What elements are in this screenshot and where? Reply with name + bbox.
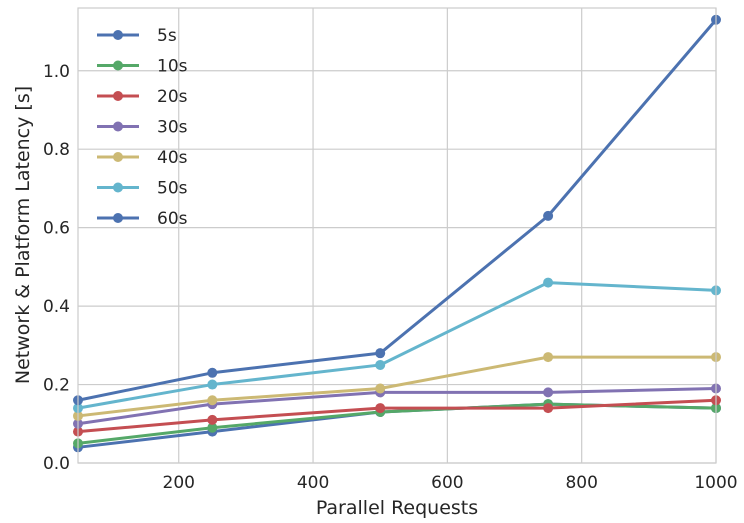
x-tick-label: 1000 bbox=[694, 473, 737, 493]
legend-label: 40s bbox=[157, 148, 188, 168]
legend-swatch-marker bbox=[113, 152, 123, 162]
legend-label: 30s bbox=[157, 118, 188, 138]
legend-swatch-marker bbox=[113, 121, 123, 132]
x-tick-label: 800 bbox=[565, 473, 597, 493]
y-tick-labels: 0.0 0.2 0.4 0.6 0.8 1.0 bbox=[43, 62, 70, 474]
legend-label: 20s bbox=[157, 87, 188, 107]
legend-label: 50s bbox=[157, 179, 188, 199]
y-tick-label: 0.0 bbox=[43, 454, 70, 474]
data-point bbox=[375, 403, 386, 414]
data-point bbox=[543, 352, 554, 363]
y-tick-label: 0.6 bbox=[43, 219, 70, 239]
data-point bbox=[207, 367, 218, 378]
legend-label: 5s bbox=[157, 26, 177, 46]
y-axis-label: Network & Platform Latency [s] bbox=[12, 86, 34, 384]
legend-item: 60s bbox=[97, 209, 188, 229]
legend-label: 60s bbox=[157, 209, 188, 229]
x-tick-label: 600 bbox=[431, 473, 463, 493]
x-tick-label: 200 bbox=[163, 473, 195, 493]
legend: 5s 10s 20s 30s 40s 50s 60s bbox=[97, 26, 188, 229]
legend-swatch-marker bbox=[113, 213, 123, 223]
data-point bbox=[543, 277, 554, 288]
legend-item: 50s bbox=[97, 179, 188, 199]
y-tick-label: 0.8 bbox=[43, 140, 70, 160]
legend-item: 20s bbox=[97, 87, 188, 107]
series-40s bbox=[73, 352, 721, 421]
data-point bbox=[207, 395, 218, 406]
legend-item: 30s bbox=[97, 118, 188, 138]
y-tick-label: 1.0 bbox=[43, 62, 70, 82]
y-tick-label: 0.2 bbox=[43, 376, 70, 396]
data-point bbox=[207, 379, 218, 390]
x-tick-label: 400 bbox=[297, 473, 329, 493]
data-point bbox=[375, 348, 386, 359]
data-point bbox=[543, 210, 554, 221]
legend-item: 40s bbox=[97, 148, 188, 168]
data-point bbox=[543, 387, 554, 398]
plot-frame bbox=[77, 7, 717, 464]
legend-swatch-marker bbox=[113, 91, 123, 101]
y-tick-label: 0.4 bbox=[43, 297, 70, 317]
legend-swatch-marker bbox=[113, 182, 123, 193]
legend-item: 10s bbox=[97, 57, 188, 77]
data-point bbox=[543, 403, 554, 414]
grid bbox=[78, 8, 717, 464]
plot-background bbox=[78, 8, 716, 463]
series-group bbox=[73, 14, 721, 453]
data-point bbox=[207, 422, 218, 433]
x-tick-labels: 200 400 600 800 1000 bbox=[163, 473, 738, 493]
series-20s bbox=[73, 395, 721, 437]
legend-swatch-marker bbox=[113, 60, 123, 71]
legend-label: 10s bbox=[157, 57, 188, 77]
data-point bbox=[375, 359, 386, 370]
legend-swatch-marker bbox=[113, 30, 123, 40]
legend-item: 5s bbox=[97, 26, 177, 46]
data-point bbox=[207, 414, 218, 425]
x-axis-label: Parallel Requests bbox=[316, 497, 478, 519]
data-point bbox=[375, 383, 386, 394]
